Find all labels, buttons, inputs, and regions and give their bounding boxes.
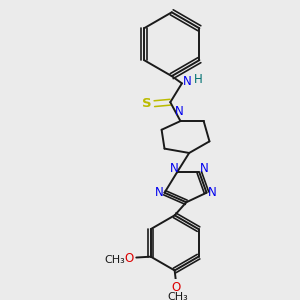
Text: N: N [183, 74, 192, 88]
Text: H: H [194, 74, 202, 86]
Text: N: N [208, 186, 217, 199]
Text: N: N [175, 105, 183, 118]
Text: S: S [142, 97, 152, 110]
Text: N: N [200, 162, 209, 175]
Text: CH₃: CH₃ [167, 292, 188, 300]
Text: N: N [155, 186, 164, 199]
Text: O: O [124, 252, 134, 265]
Text: CH₃: CH₃ [104, 255, 125, 265]
Text: N: N [170, 162, 178, 175]
Text: O: O [172, 281, 181, 294]
